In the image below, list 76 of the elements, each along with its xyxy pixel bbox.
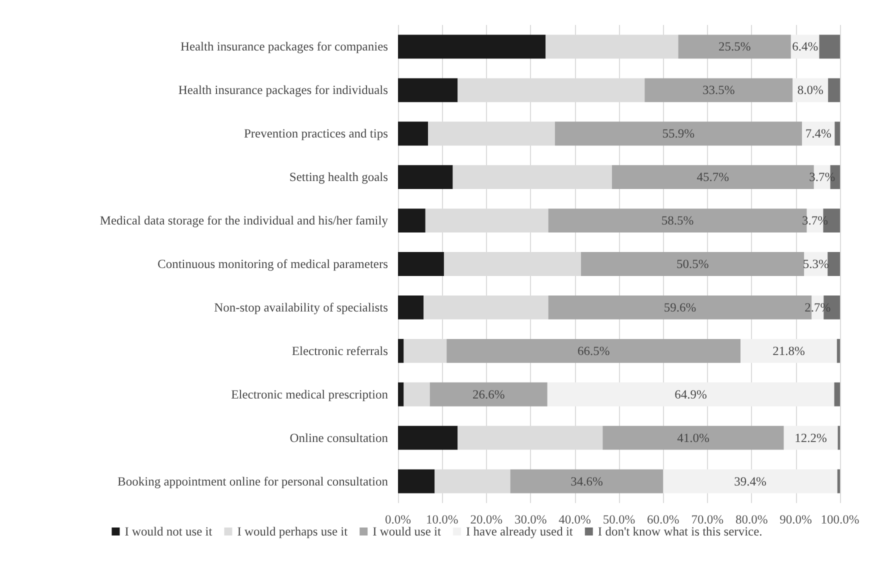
x-tick-label: 40.0% bbox=[558, 512, 591, 526]
x-tick-label: 0.0% bbox=[384, 512, 412, 526]
y-tick-label: Non-stop availability of specialists bbox=[214, 300, 388, 314]
bar bbox=[828, 78, 840, 102]
bar bbox=[398, 338, 404, 363]
x-tick-label: 30.0% bbox=[514, 512, 547, 526]
data-label: 12.2% bbox=[794, 430, 827, 445]
data-label: 33.5% bbox=[702, 83, 735, 98]
y-tick-label: Booking appointment online for personal consultation bbox=[118, 474, 389, 488]
data-label: 66.5% bbox=[577, 344, 610, 358]
data-label: 34.6% bbox=[570, 474, 603, 488]
x-tick-label: 10.0% bbox=[426, 512, 458, 526]
bar bbox=[784, 426, 838, 450]
bar bbox=[404, 382, 430, 406]
data-label: 39.4% bbox=[734, 474, 766, 488]
data-label: 8.0% bbox=[797, 83, 824, 98]
bar bbox=[740, 338, 837, 363]
data-label: 26.6% bbox=[472, 387, 505, 402]
data-label: 41.0% bbox=[677, 430, 710, 445]
data-label: 7.4% bbox=[805, 126, 832, 141]
y-tick-label: Electronic referrals bbox=[292, 344, 388, 358]
x-tick-label: 90.0% bbox=[780, 512, 812, 526]
bar bbox=[510, 469, 664, 494]
x-tick-label: 80.0% bbox=[735, 512, 768, 526]
x-tick-label: 60.0% bbox=[647, 512, 680, 526]
y-tick-label: Online consultation bbox=[290, 430, 389, 445]
bar bbox=[398, 296, 424, 320]
bar bbox=[446, 338, 741, 363]
data-label: 45.7% bbox=[696, 170, 730, 184]
data-label: 21.8% bbox=[772, 344, 805, 358]
bar bbox=[398, 78, 458, 102]
legend-label: I would perhaps use it bbox=[237, 524, 348, 538]
y-tick-label: Setting health goals bbox=[289, 170, 388, 184]
bar bbox=[398, 382, 404, 406]
bar bbox=[398, 34, 546, 59]
bar bbox=[663, 469, 838, 494]
data-label: 55.9% bbox=[662, 126, 695, 141]
bar bbox=[836, 338, 840, 363]
data-label: 59.6% bbox=[664, 300, 696, 314]
legend-label: I have already used it bbox=[466, 524, 574, 538]
bar bbox=[398, 165, 453, 190]
x-tick-label: 70.0% bbox=[691, 512, 724, 526]
data-label: 50.5% bbox=[676, 257, 709, 271]
y-tick-label: Prevention practices and tips bbox=[244, 126, 388, 141]
legend-label: I would use it bbox=[372, 524, 442, 538]
legend-label: I don't know what is this service. bbox=[598, 524, 762, 538]
bar bbox=[819, 34, 840, 59]
data-label: 64.9% bbox=[674, 387, 707, 402]
x-tick-label: 20.0% bbox=[470, 512, 503, 526]
data-label: 58.5% bbox=[661, 214, 694, 228]
y-tick-label: Electronic medical prescription bbox=[231, 387, 389, 402]
bar bbox=[580, 252, 804, 276]
legend-label: I would not use it bbox=[124, 524, 213, 538]
y-tick-label: Health insurance packages for individuals bbox=[178, 83, 388, 98]
bar bbox=[834, 382, 840, 406]
bar bbox=[602, 426, 784, 450]
data-label: 6.4% bbox=[792, 40, 818, 54]
data-label: 25.5% bbox=[718, 40, 751, 54]
bar bbox=[398, 208, 426, 232]
bar bbox=[398, 469, 435, 494]
y-tick-label: Medical data storage for the individual and his/her family bbox=[100, 214, 389, 228]
bar bbox=[398, 426, 458, 450]
bar bbox=[828, 252, 840, 276]
bar bbox=[554, 122, 802, 146]
bar bbox=[547, 382, 834, 406]
y-tick-label: Health insurance packages for companies bbox=[180, 40, 388, 54]
x-tick-label: 100.0% bbox=[820, 512, 860, 526]
bar bbox=[834, 122, 840, 146]
bar bbox=[678, 34, 791, 59]
bar bbox=[398, 252, 444, 276]
bar bbox=[837, 469, 840, 494]
bar bbox=[398, 122, 428, 146]
bar bbox=[430, 382, 548, 406]
y-tick-label: Continuous monitoring of medical parameters bbox=[157, 257, 388, 271]
bar bbox=[644, 78, 793, 102]
x-tick-label: 50.0% bbox=[602, 512, 636, 526]
